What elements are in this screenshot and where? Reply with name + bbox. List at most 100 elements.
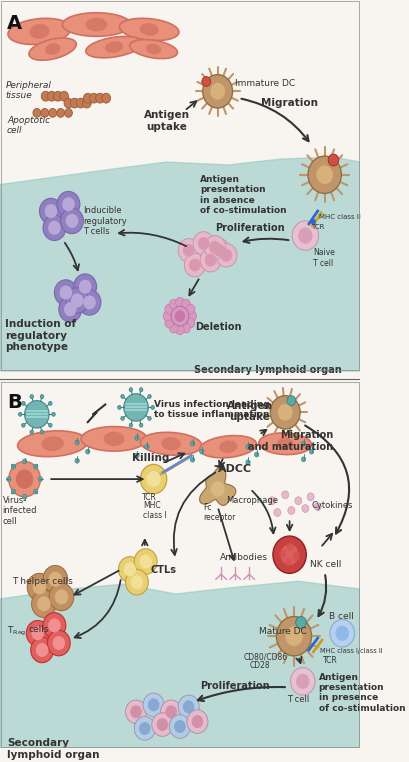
Polygon shape — [0, 157, 359, 371]
Ellipse shape — [103, 432, 124, 446]
Circle shape — [18, 412, 22, 416]
Text: Secondary lymphoid organ: Secondary lymphoid organ — [194, 365, 342, 375]
Text: Proliferation: Proliferation — [200, 681, 270, 691]
Circle shape — [75, 440, 79, 445]
Circle shape — [38, 477, 43, 482]
Text: T helper cells: T helper cells — [12, 578, 73, 586]
Circle shape — [144, 444, 149, 449]
Circle shape — [54, 280, 77, 306]
Ellipse shape — [29, 24, 49, 39]
Bar — [1, 382, 358, 747]
Circle shape — [36, 643, 48, 657]
Circle shape — [65, 214, 78, 228]
Circle shape — [74, 274, 96, 299]
Text: MHC class I/class II: MHC class I/class II — [319, 648, 382, 654]
Circle shape — [306, 493, 313, 501]
Circle shape — [316, 165, 332, 184]
Circle shape — [135, 453, 139, 458]
Circle shape — [308, 449, 313, 454]
Circle shape — [22, 495, 27, 499]
Circle shape — [31, 626, 44, 640]
Circle shape — [277, 404, 292, 421]
Circle shape — [27, 573, 52, 600]
Circle shape — [78, 290, 101, 315]
Circle shape — [147, 699, 159, 712]
Circle shape — [286, 543, 293, 551]
Circle shape — [25, 401, 49, 428]
Ellipse shape — [129, 40, 177, 59]
Circle shape — [186, 318, 194, 328]
Circle shape — [193, 232, 213, 255]
Circle shape — [49, 402, 52, 405]
Text: T$_{\rm Reg}$: T$_{\rm Reg}$ — [7, 626, 26, 639]
Circle shape — [140, 464, 166, 494]
Circle shape — [34, 464, 38, 469]
Circle shape — [204, 254, 216, 267]
Text: TCR: TCR — [322, 656, 337, 664]
Circle shape — [189, 258, 200, 271]
Text: TCR: TCR — [310, 224, 323, 230]
Ellipse shape — [146, 44, 161, 54]
Circle shape — [163, 311, 172, 321]
Circle shape — [76, 98, 85, 108]
Ellipse shape — [105, 41, 123, 53]
Circle shape — [71, 293, 83, 307]
Circle shape — [125, 569, 148, 595]
Text: Immature DC: Immature DC — [235, 78, 294, 88]
Circle shape — [292, 553, 299, 561]
Circle shape — [62, 197, 74, 211]
Circle shape — [295, 674, 309, 689]
Circle shape — [187, 311, 196, 321]
Circle shape — [143, 693, 164, 717]
Circle shape — [210, 481, 224, 497]
Circle shape — [301, 457, 305, 462]
Circle shape — [285, 626, 302, 646]
Ellipse shape — [85, 37, 142, 58]
Ellipse shape — [62, 13, 130, 37]
Ellipse shape — [199, 436, 256, 458]
Circle shape — [59, 286, 72, 299]
Ellipse shape — [119, 18, 178, 40]
Circle shape — [160, 700, 181, 724]
Circle shape — [174, 720, 185, 733]
Circle shape — [280, 544, 298, 565]
Text: Fc
receptor: Fc receptor — [203, 503, 236, 522]
Circle shape — [276, 616, 311, 656]
Circle shape — [245, 459, 249, 465]
Circle shape — [307, 156, 341, 194]
Circle shape — [134, 717, 155, 740]
Text: MHC class II: MHC class II — [318, 214, 360, 220]
Text: CTLs: CTLs — [151, 565, 177, 575]
Circle shape — [123, 562, 136, 576]
Circle shape — [70, 98, 79, 108]
Circle shape — [58, 296, 81, 322]
Circle shape — [139, 388, 143, 392]
Text: cells: cells — [28, 626, 48, 635]
Circle shape — [279, 549, 285, 558]
Text: Cytokines: Cytokines — [311, 501, 352, 510]
Circle shape — [31, 590, 56, 617]
Circle shape — [178, 239, 199, 262]
Circle shape — [9, 462, 40, 497]
Bar — [0, 381, 359, 748]
Circle shape — [220, 248, 231, 261]
Circle shape — [310, 219, 315, 225]
Circle shape — [61, 208, 83, 234]
Circle shape — [290, 668, 314, 695]
Text: ADCC: ADCC — [218, 464, 252, 474]
Circle shape — [43, 613, 66, 638]
Text: Macrophage: Macrophage — [226, 496, 278, 504]
Ellipse shape — [8, 18, 71, 44]
Circle shape — [139, 423, 143, 427]
Circle shape — [301, 441, 305, 447]
Circle shape — [151, 405, 154, 409]
Circle shape — [210, 83, 225, 100]
Circle shape — [204, 235, 225, 259]
Circle shape — [197, 237, 209, 250]
Circle shape — [47, 630, 70, 656]
Ellipse shape — [161, 437, 180, 450]
Circle shape — [184, 253, 205, 277]
Text: Mature DC: Mature DC — [258, 627, 306, 636]
Circle shape — [174, 310, 185, 322]
Circle shape — [31, 637, 54, 663]
